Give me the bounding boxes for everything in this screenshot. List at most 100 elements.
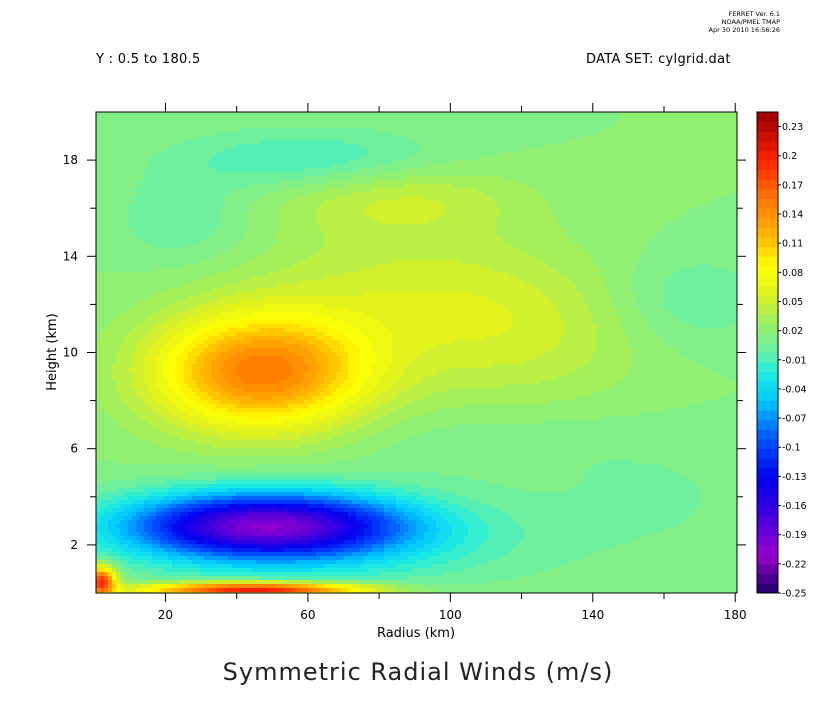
heatmap-cell xyxy=(580,168,585,173)
heatmap-cell xyxy=(588,228,593,233)
heatmap-cell xyxy=(388,188,393,193)
heatmap-cell xyxy=(148,168,153,173)
heatmap-cell xyxy=(648,128,653,133)
heatmap-cell xyxy=(680,212,685,217)
heatmap-cell xyxy=(540,140,545,145)
heatmap-cell xyxy=(268,124,273,129)
heatmap-cell xyxy=(696,212,701,217)
heatmap-cell xyxy=(552,160,557,165)
heatmap-cell xyxy=(616,216,621,221)
heatmap-cell xyxy=(668,112,673,117)
heatmap-cell xyxy=(468,172,473,177)
heatmap-cell xyxy=(528,116,533,121)
heatmap-cell xyxy=(332,152,337,157)
heatmap-cell xyxy=(320,188,325,193)
heatmap-cell xyxy=(640,200,645,205)
heatmap-cell xyxy=(568,216,573,221)
heatmap-cell xyxy=(364,184,369,189)
heatmap-cell xyxy=(408,212,413,217)
heatmap-cell xyxy=(216,168,221,173)
heatmap-cell xyxy=(632,144,637,149)
heatmap-cell xyxy=(196,196,201,201)
heatmap-cell xyxy=(424,112,429,117)
heatmap-cell xyxy=(332,184,337,189)
heatmap-cell xyxy=(564,128,569,133)
heatmap-cell xyxy=(392,184,397,189)
heatmap-cell xyxy=(240,132,245,137)
heatmap-cell xyxy=(448,232,453,237)
heatmap-cell xyxy=(644,132,649,137)
heatmap-cell xyxy=(404,232,409,237)
heatmap-cell xyxy=(100,220,105,225)
heatmap-cell xyxy=(148,188,153,193)
heatmap-cell xyxy=(692,164,697,169)
heatmap-cell xyxy=(144,124,149,129)
heatmap-cell xyxy=(520,204,525,209)
heatmap-cell xyxy=(136,172,141,177)
heatmap-cell xyxy=(476,140,481,145)
heatmap-cell xyxy=(584,228,589,233)
heatmap-cell xyxy=(344,224,349,229)
heatmap-cell xyxy=(532,200,537,205)
heatmap-cell xyxy=(420,168,425,173)
heatmap-cell xyxy=(344,152,349,157)
heatmap-cell xyxy=(216,196,221,201)
heatmap-cell xyxy=(276,160,281,165)
heatmap-cell xyxy=(192,204,197,209)
heatmap-cell xyxy=(660,224,665,229)
heatmap-cell xyxy=(708,172,713,177)
heatmap-cell xyxy=(380,152,385,157)
heatmap-cell xyxy=(300,140,305,145)
heatmap-cell xyxy=(572,220,577,225)
heatmap-cell xyxy=(600,172,605,177)
heatmap-cell xyxy=(396,136,401,141)
heatmap-cell xyxy=(556,152,561,157)
heatmap-cell xyxy=(624,228,629,233)
heatmap-cell xyxy=(232,196,237,201)
heatmap-cell xyxy=(340,180,345,185)
heatmap-cell xyxy=(436,188,441,193)
heatmap-cell xyxy=(180,160,185,165)
heatmap-cell xyxy=(440,156,445,161)
heatmap-cell xyxy=(236,128,241,133)
heatmap-cell xyxy=(668,172,673,177)
heatmap-cell xyxy=(340,176,345,181)
heatmap-cell xyxy=(448,192,453,197)
heatmap-cell xyxy=(340,200,345,205)
heatmap-cell xyxy=(252,160,257,165)
heatmap-cell xyxy=(528,172,533,177)
heatmap-cell xyxy=(448,220,453,225)
heatmap-cell xyxy=(132,200,137,205)
heatmap-cell xyxy=(416,224,421,229)
heatmap-cell xyxy=(112,232,117,237)
heatmap-cell xyxy=(536,228,541,233)
heatmap-cell xyxy=(224,224,229,229)
heatmap-cell xyxy=(556,140,561,145)
heatmap-cell xyxy=(284,144,289,149)
heatmap-cell xyxy=(708,180,713,185)
heatmap-cell xyxy=(236,120,241,125)
heatmap-cell xyxy=(108,232,113,237)
heatmap-cell xyxy=(364,128,369,133)
heatmap-cell xyxy=(240,112,245,117)
heatmap-cell xyxy=(552,220,557,225)
heatmap-cell xyxy=(120,140,125,145)
heatmap-cell xyxy=(220,168,225,173)
heatmap-cell xyxy=(328,144,333,149)
heatmap-cell xyxy=(512,116,517,121)
heatmap-cell xyxy=(336,212,341,217)
heatmap-cell xyxy=(708,128,713,133)
heatmap-cell xyxy=(180,232,185,237)
heatmap-cell xyxy=(296,204,301,209)
heatmap-cell xyxy=(712,136,717,141)
heatmap-cell xyxy=(236,220,241,225)
heatmap-cell xyxy=(484,176,489,181)
heatmap-cell xyxy=(680,200,685,205)
heatmap-cell xyxy=(152,132,157,137)
heatmap-cell xyxy=(196,192,201,197)
heatmap-cell xyxy=(640,156,645,161)
heatmap-cell xyxy=(464,116,469,121)
heatmap-cell xyxy=(552,144,557,149)
heatmap-cell xyxy=(584,212,589,217)
heatmap-cell xyxy=(448,152,453,157)
